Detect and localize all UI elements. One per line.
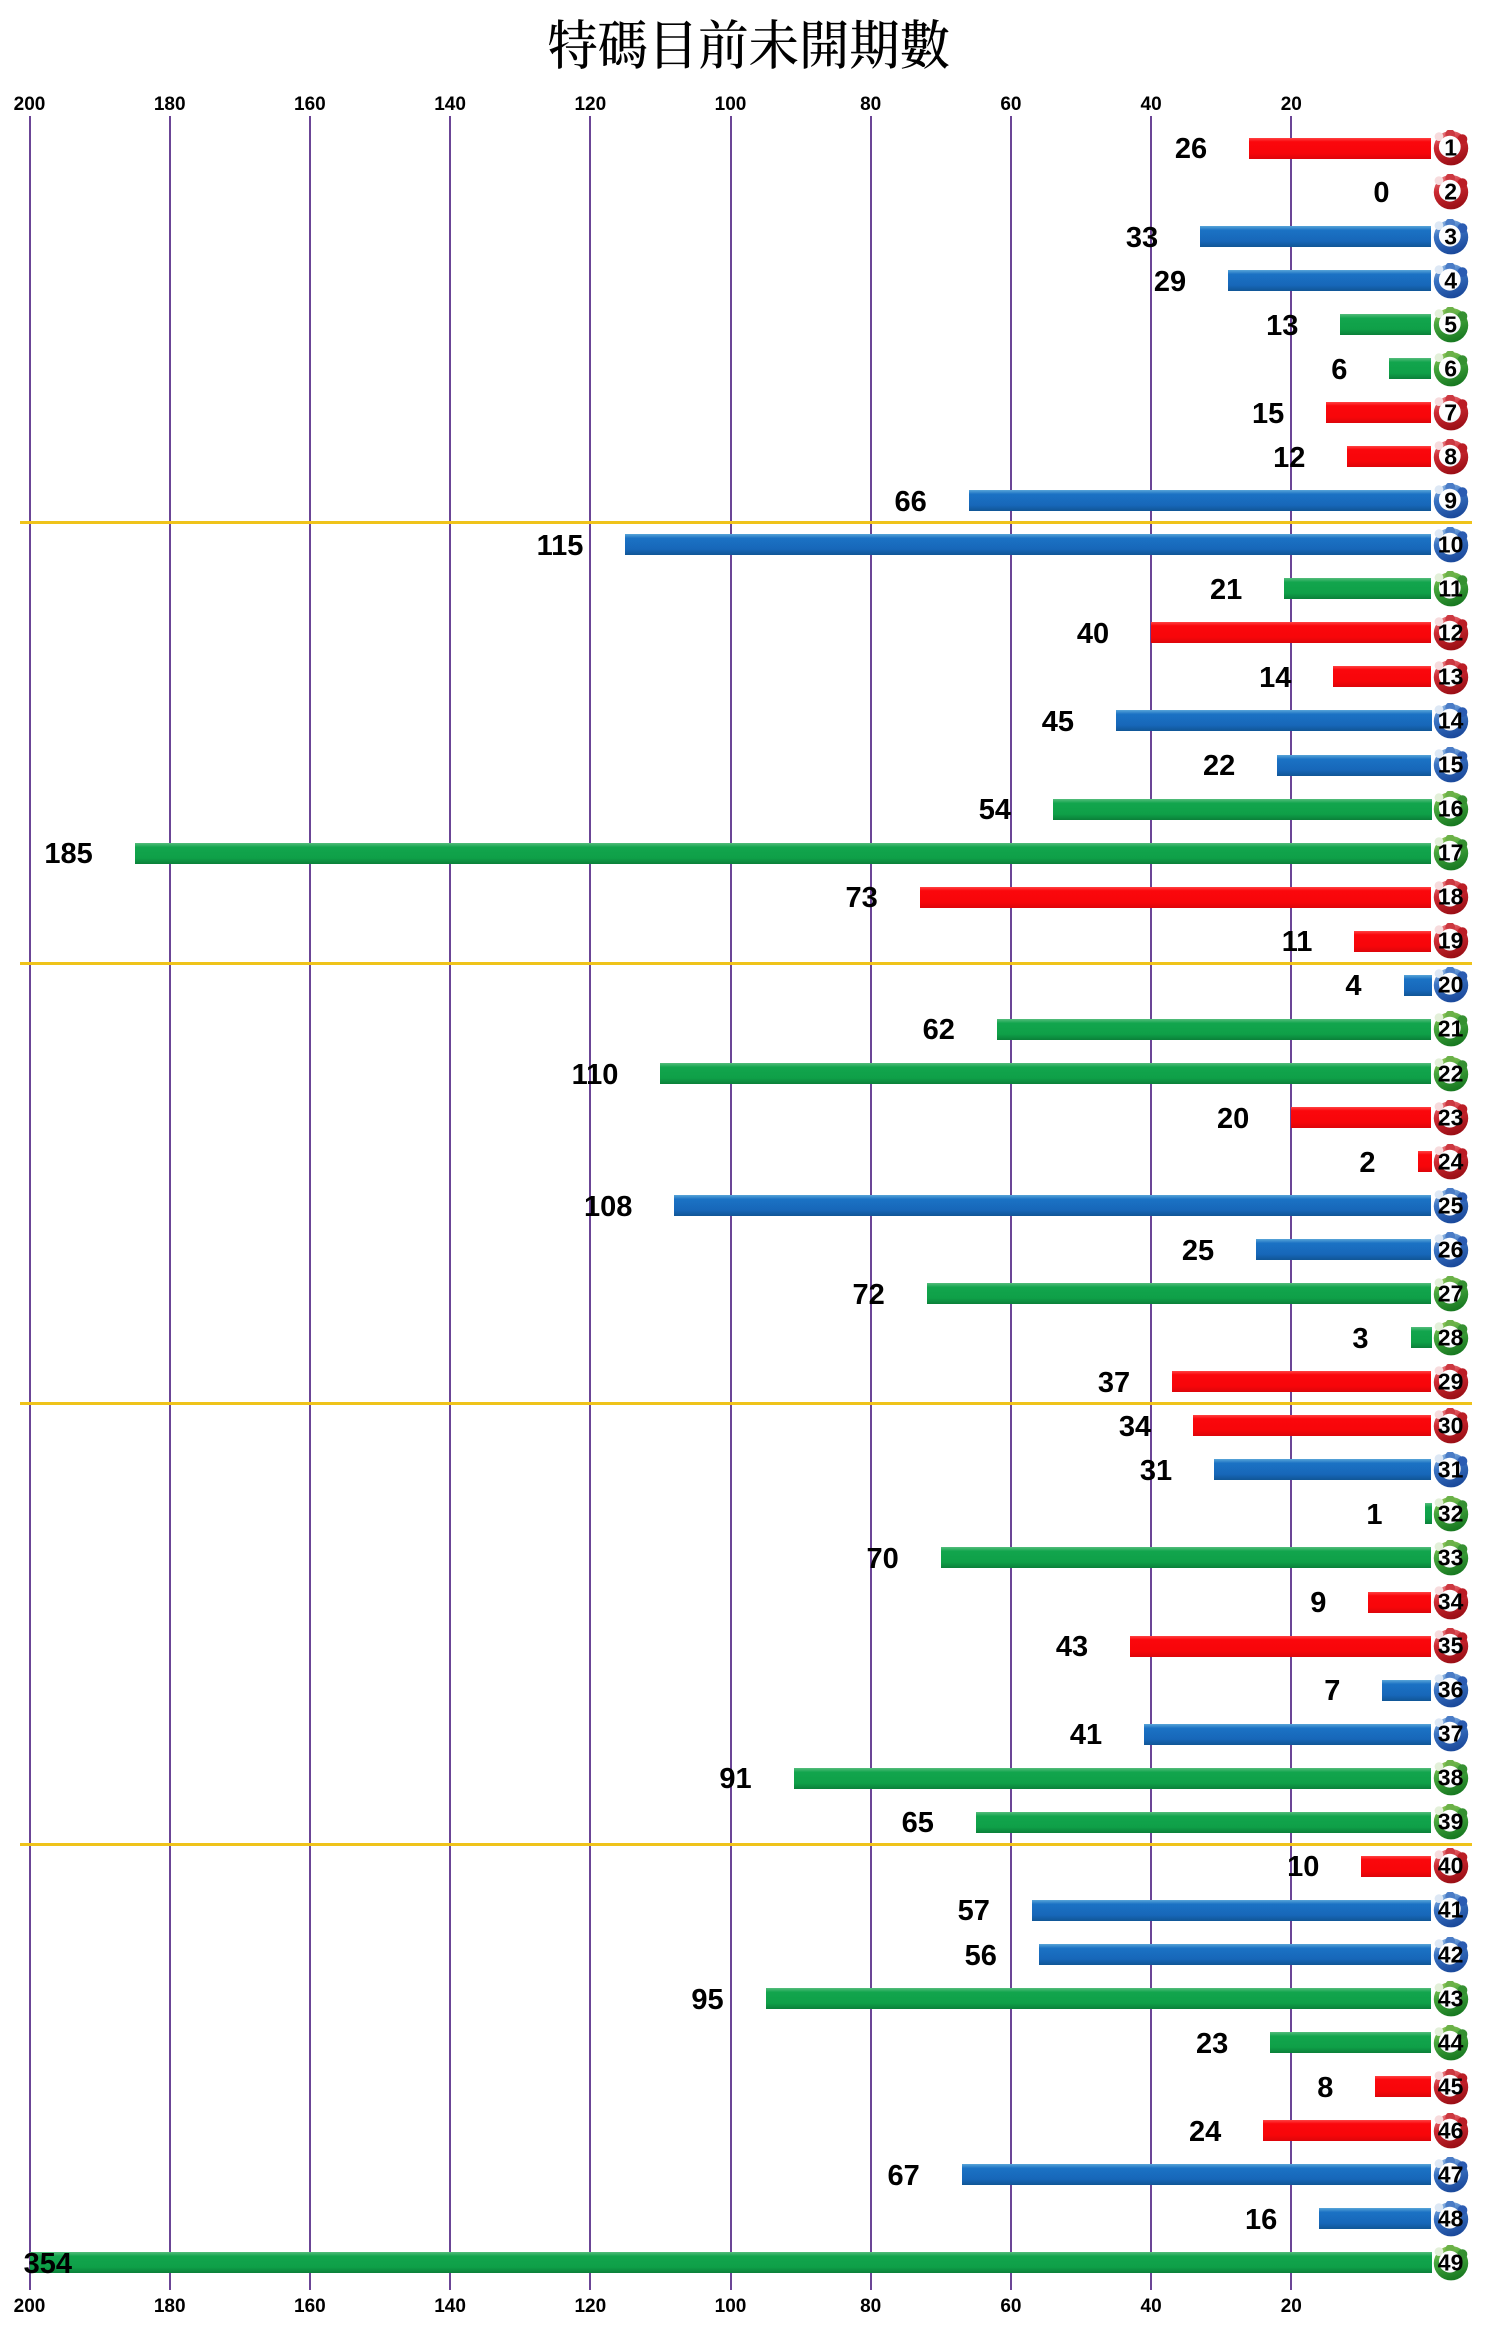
svg-text:36: 36	[1438, 1677, 1464, 1703]
svg-text:37: 37	[1438, 1721, 1464, 1747]
svg-text:6: 6	[1444, 355, 1457, 381]
svg-text:20: 20	[1438, 972, 1464, 998]
svg-text:47: 47	[1438, 2161, 1464, 2187]
svg-text:45: 45	[1438, 2073, 1464, 2099]
svg-text:13: 13	[1438, 664, 1464, 690]
svg-text:17: 17	[1438, 840, 1464, 866]
svg-text:33: 33	[1438, 1545, 1464, 1571]
svg-text:46: 46	[1438, 2117, 1464, 2143]
svg-text:44: 44	[1438, 2029, 1464, 2055]
svg-text:42: 42	[1438, 1941, 1464, 1967]
svg-text:26: 26	[1438, 1236, 1464, 1262]
svg-text:39: 39	[1438, 1809, 1464, 1835]
svg-text:7: 7	[1444, 399, 1457, 425]
svg-text:34: 34	[1438, 1589, 1464, 1615]
svg-text:4: 4	[1444, 267, 1457, 293]
svg-text:12: 12	[1438, 619, 1464, 645]
svg-text:3: 3	[1444, 223, 1457, 249]
svg-text:25: 25	[1438, 1192, 1464, 1218]
svg-text:19: 19	[1438, 928, 1464, 954]
svg-text:40: 40	[1438, 1853, 1464, 1879]
svg-text:24: 24	[1438, 1148, 1464, 1174]
svg-text:1: 1	[1444, 135, 1457, 161]
svg-text:29: 29	[1438, 1368, 1464, 1394]
svg-text:14: 14	[1438, 708, 1464, 734]
svg-text:5: 5	[1444, 311, 1457, 337]
svg-text:18: 18	[1438, 884, 1464, 910]
svg-text:8: 8	[1444, 443, 1457, 469]
svg-text:11: 11	[1438, 575, 1463, 601]
svg-text:16: 16	[1438, 796, 1464, 822]
svg-text:41: 41	[1438, 1897, 1464, 1923]
svg-text:38: 38	[1438, 1765, 1464, 1791]
svg-text:31: 31	[1438, 1456, 1464, 1482]
svg-text:49: 49	[1438, 2249, 1464, 2275]
svg-text:48: 48	[1438, 2205, 1464, 2231]
svg-text:22: 22	[1438, 1060, 1464, 1086]
svg-text:35: 35	[1438, 1633, 1464, 1659]
svg-text:27: 27	[1438, 1280, 1464, 1306]
svg-text:21: 21	[1438, 1016, 1464, 1042]
svg-text:43: 43	[1438, 1985, 1464, 2011]
svg-text:28: 28	[1438, 1324, 1464, 1350]
svg-text:10: 10	[1438, 531, 1464, 557]
svg-text:23: 23	[1438, 1104, 1464, 1130]
svg-text:15: 15	[1438, 752, 1464, 778]
svg-text:2: 2	[1444, 179, 1457, 205]
svg-text:32: 32	[1438, 1501, 1464, 1527]
svg-text:30: 30	[1438, 1412, 1464, 1438]
svg-text:9: 9	[1444, 487, 1457, 513]
